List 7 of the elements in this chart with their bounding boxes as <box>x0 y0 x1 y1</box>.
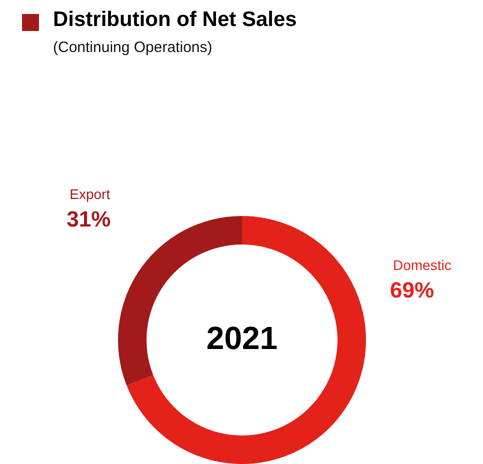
slice-label: Export <box>70 186 110 202</box>
slice-label: Domestic <box>392 257 452 274</box>
chart-title: Distribution of Net Sales <box>53 8 297 32</box>
chart-subtitle: (Continuing Operations) <box>53 39 212 56</box>
text: 2021 <box>206 320 278 356</box>
data-label: 69% <box>390 277 434 302</box>
data-label: 31% <box>66 206 111 232</box>
